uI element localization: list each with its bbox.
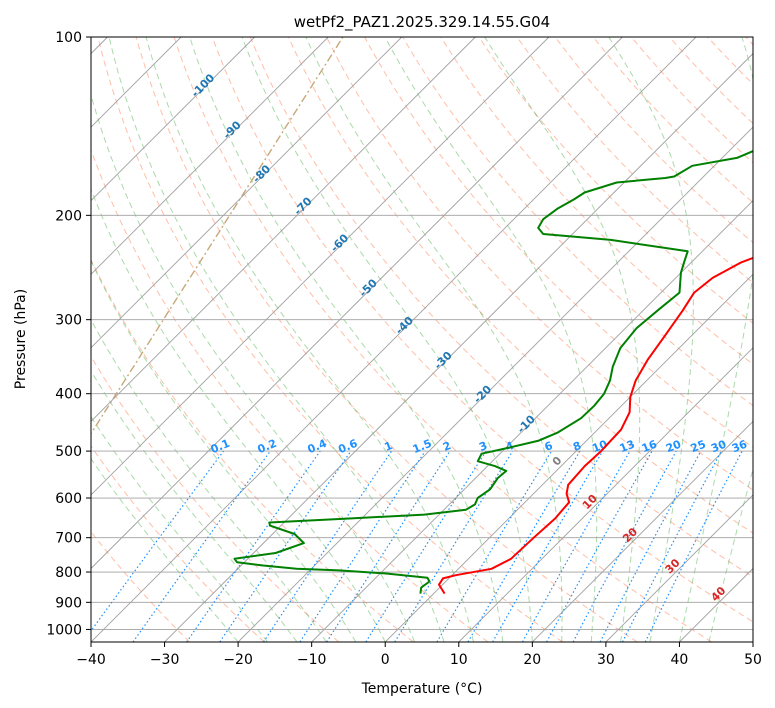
x-tick-label: 40 bbox=[670, 652, 688, 668]
isotherm-line bbox=[91, 37, 550, 496]
plot-frame bbox=[90, 36, 754, 643]
isotherm-line bbox=[91, 37, 329, 275]
mixing-ratio-label: 25 bbox=[689, 438, 708, 456]
x-tick-label: 50 bbox=[744, 652, 762, 668]
dewpoint-profile bbox=[233, 150, 753, 594]
dry-adiabat-line bbox=[91, 258, 414, 642]
mixing-ratio-line bbox=[219, 450, 352, 642]
mixing-ratio-line bbox=[644, 450, 743, 642]
isotherm-line bbox=[384, 273, 753, 642]
moist-adiabat-line bbox=[91, 369, 298, 642]
isotherm-line bbox=[605, 494, 753, 642]
isotherm-line bbox=[532, 420, 753, 642]
x-tick-label: −30 bbox=[150, 652, 180, 668]
mixing-ratio-line bbox=[394, 450, 514, 642]
moist-adiabat-line bbox=[145, 37, 474, 642]
x-tick-label: 10 bbox=[450, 652, 468, 668]
mixing-ratio-line bbox=[299, 450, 426, 642]
isotherm-line bbox=[91, 37, 476, 422]
moist-adiabat-line bbox=[708, 467, 753, 642]
mixing-ratio-line bbox=[546, 450, 653, 642]
dry-adiabat-line bbox=[91, 355, 340, 642]
mixing-ratio-line bbox=[132, 450, 271, 642]
temperature-profile bbox=[438, 256, 753, 595]
dry-adiabat-line bbox=[91, 148, 489, 642]
chart-title: wetPf2_PAZ1.2025.329.14.55.G04 bbox=[294, 13, 550, 32]
isotherm-line bbox=[164, 52, 753, 642]
dry-adiabat-line bbox=[211, 37, 753, 623]
x-tick-label: −40 bbox=[76, 652, 106, 668]
dry-adiabat-line bbox=[97, 37, 563, 642]
y-tick-label: 500 bbox=[55, 444, 82, 460]
dry-adiabat-line bbox=[135, 37, 638, 642]
dry-adiabat-line bbox=[287, 37, 753, 534]
isotherm-line bbox=[237, 126, 753, 642]
isotherm-line bbox=[91, 37, 697, 642]
mixing-ratio-line bbox=[186, 450, 321, 642]
mixing-ratio-line bbox=[572, 450, 677, 642]
mixing-ratio-label: 16 bbox=[640, 437, 659, 455]
mixing-ratio-label: 10 bbox=[590, 437, 609, 455]
isotherm-line bbox=[458, 347, 753, 642]
y-tick-label: 700 bbox=[55, 531, 82, 547]
moist-adiabat-line bbox=[608, 37, 694, 642]
dry-adiabat-line bbox=[325, 37, 753, 491]
dry-adiabat-line bbox=[440, 37, 753, 365]
isotherm-line bbox=[311, 200, 753, 642]
moist-adiabat-line bbox=[91, 457, 239, 642]
dry-adiabat-line bbox=[249, 37, 753, 578]
y-tick-label: 100 bbox=[55, 30, 82, 46]
mixing-ratio-label: 8 bbox=[571, 439, 583, 454]
mixing-ratio-label: 3 bbox=[477, 439, 489, 454]
y-tick-label: 600 bbox=[55, 491, 82, 507]
dry-adiabat-line bbox=[173, 37, 713, 642]
mixing-ratio-line bbox=[326, 450, 451, 642]
y-tick-label: 1000 bbox=[46, 622, 82, 638]
moist-adiabat-line bbox=[91, 188, 386, 642]
moist-adiabat-line bbox=[305, 37, 563, 642]
mixing-ratio-label: 36 bbox=[730, 437, 749, 455]
x-tick-label: 30 bbox=[597, 652, 615, 668]
moist-adiabat-line bbox=[91, 415, 268, 642]
y-tick-label: 900 bbox=[55, 595, 82, 611]
dry-adiabat-line bbox=[478, 37, 753, 324]
dry-adiabat-line bbox=[91, 445, 265, 642]
mixing-ratio-label: 20 bbox=[664, 437, 683, 455]
mixing-ratio-line bbox=[91, 450, 224, 632]
dry-adiabat-line bbox=[364, 37, 753, 449]
mixing-ratio-label: 30 bbox=[709, 437, 728, 455]
y-tick-label: 300 bbox=[55, 313, 82, 329]
isotherm-line bbox=[91, 37, 255, 202]
moist-adiabat-line bbox=[384, 37, 598, 642]
mixing-ratio-label: 13 bbox=[618, 438, 637, 456]
mixing-ratio-label: 2 bbox=[441, 439, 453, 454]
x-axis-label: Temperature (°C) bbox=[361, 681, 483, 697]
x-tick-label: −20 bbox=[223, 652, 253, 668]
moist-adiabat-line bbox=[678, 37, 753, 642]
x-tick-label: −10 bbox=[297, 652, 327, 668]
isotherm-line bbox=[91, 37, 623, 570]
dry-adiabat-line bbox=[402, 37, 753, 407]
y-tick-label: 800 bbox=[55, 565, 82, 581]
mixing-ratio-label: 1 bbox=[383, 439, 395, 454]
moist-adiabat-line bbox=[91, 318, 327, 642]
boundary-curve bbox=[91, 37, 344, 435]
y-axis-label: Pressure (hPa) bbox=[13, 289, 29, 389]
y-tick-label: 400 bbox=[55, 387, 82, 403]
x-tick-label: 20 bbox=[523, 652, 541, 668]
moist-adiabat-line bbox=[241, 37, 533, 642]
mixing-ratio-line bbox=[262, 450, 392, 642]
moist-adiabat-line bbox=[108, 37, 445, 642]
mixing-ratio-line bbox=[521, 450, 631, 642]
y-tick-label: 200 bbox=[55, 208, 82, 224]
moist-adiabat-line bbox=[91, 259, 357, 642]
moist-adiabat-line bbox=[189, 37, 504, 642]
moist-adiabat-line bbox=[484, 37, 641, 642]
x-tick-label: 0 bbox=[381, 652, 390, 668]
isotherm-line bbox=[91, 37, 403, 349]
